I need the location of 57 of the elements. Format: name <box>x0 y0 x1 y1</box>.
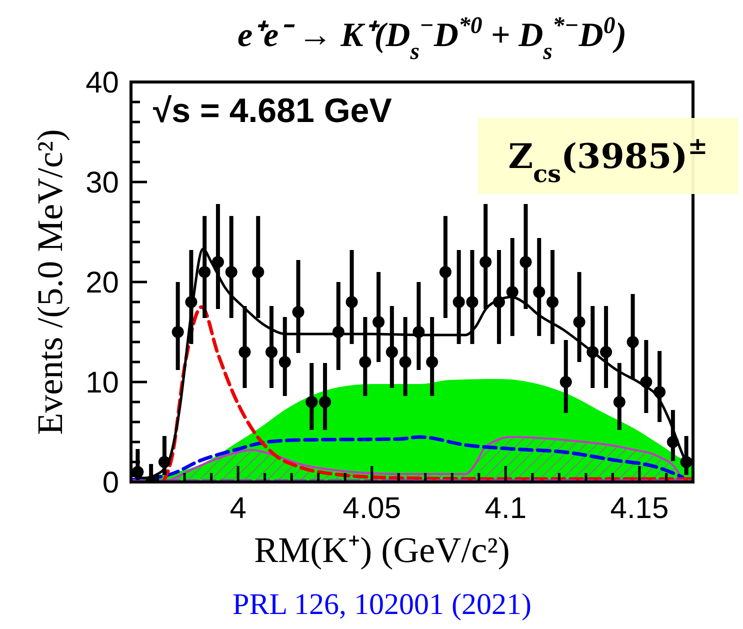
point <box>480 256 492 268</box>
point <box>666 436 679 448</box>
point <box>332 326 344 338</box>
point <box>412 326 425 338</box>
point <box>372 316 385 328</box>
point <box>613 396 626 408</box>
point <box>466 296 478 308</box>
point <box>560 376 572 388</box>
point <box>185 296 198 308</box>
point <box>386 346 398 358</box>
y-tick-label: 30 <box>86 166 119 200</box>
point <box>506 286 518 298</box>
point <box>278 356 291 368</box>
point <box>680 456 692 468</box>
text: PRL 126, 102001 (2021) <box>232 588 532 621</box>
point <box>212 256 224 268</box>
point <box>426 356 438 368</box>
point <box>492 296 505 308</box>
y-tick-label: 10 <box>86 366 119 400</box>
point <box>546 296 558 308</box>
point <box>266 346 278 358</box>
point <box>225 266 238 278</box>
point <box>306 396 318 408</box>
point <box>573 316 586 328</box>
point <box>439 266 452 278</box>
point <box>533 286 546 298</box>
annotation: √s = 4.681 GeV <box>153 92 392 130</box>
point <box>654 386 666 398</box>
point <box>586 346 599 358</box>
y-tick-label: 0 <box>102 466 119 500</box>
point <box>399 356 412 368</box>
point <box>626 336 639 348</box>
line-series <box>161 305 693 482</box>
y-tick-label: 20 <box>86 266 119 300</box>
point <box>158 456 170 468</box>
point <box>520 256 532 268</box>
annotation: Z$_{cs}$(3985)$^{±}$ <box>508 132 708 188</box>
point <box>452 296 465 308</box>
y-tick-label: 40 <box>86 66 119 100</box>
point <box>132 466 144 478</box>
x-tick-label: 4 <box>230 492 246 525</box>
point <box>346 296 358 308</box>
point <box>640 376 652 388</box>
point <box>172 326 184 338</box>
point <box>238 346 251 358</box>
point <box>252 266 264 278</box>
point <box>319 396 332 408</box>
y-axis-title: Events /(5.0 MeV/c²) <box>30 129 70 435</box>
point <box>359 356 372 368</box>
point <box>600 346 612 358</box>
x-axis-title: RM(K⁺) (GeV/c²) <box>254 530 510 570</box>
x-tick-label: 4.1 <box>484 492 527 525</box>
point <box>292 306 304 318</box>
chart-title: e⁺e⁻ → K⁺(D$_{s}$$^{−}$D$^{*0}$ + D$_{s}$$^{*−}$D$^{0}$) <box>237 13 627 65</box>
x-tick-label: 4.15 <box>610 492 669 525</box>
x-tick-label: 4.05 <box>342 492 402 525</box>
point <box>198 266 211 278</box>
